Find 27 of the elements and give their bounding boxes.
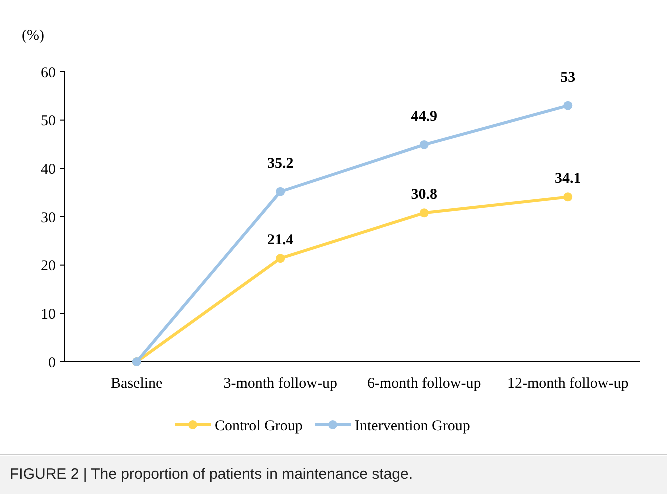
point [420, 140, 429, 150]
data-label: 30.8 [411, 187, 438, 204]
data-label: 44.9 [411, 108, 438, 125]
legend-label: Intervention Group [355, 418, 470, 434]
y-tick-label: 40 [41, 162, 56, 178]
y-axis-title: (%) [22, 28, 44, 44]
data-label: 34.1 [555, 171, 582, 188]
data-label: 53 [560, 70, 576, 86]
y-tick-label: 20 [41, 258, 56, 275]
y-tick-label: 50 [41, 114, 56, 130]
point [420, 208, 429, 218]
data-label: 21.4 [268, 232, 294, 249]
x-tick-label: Baseline [111, 376, 164, 392]
legend-label: Control Group [215, 418, 303, 434]
point [276, 254, 286, 264]
y-tick-label: 60 [41, 65, 56, 82]
x-tick-label: 3-month follow-up [224, 376, 338, 392]
point [564, 192, 573, 202]
y-tick-label: 30 [41, 210, 56, 226]
x-tick-label: 12-month follow-up [508, 376, 629, 392]
caption: FIGURE 2 | The proportion of patients in maintenance stage. [10, 466, 414, 483]
point [564, 101, 573, 110]
point [276, 187, 286, 196]
y-tick-label: 0 [48, 355, 56, 372]
x-tick-label: 6-month follow-up [368, 376, 482, 392]
y-tick-label: 10 [41, 306, 56, 323]
data-label: 35.2 [268, 156, 294, 172]
